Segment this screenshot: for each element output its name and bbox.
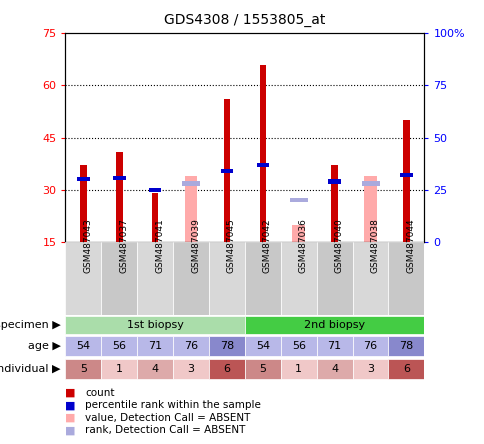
- Bar: [220, 169, 233, 173]
- Bar: [80, 166, 87, 242]
- Text: GSM487038: GSM487038: [370, 218, 379, 273]
- Text: 76: 76: [183, 341, 198, 351]
- Bar: [352, 359, 388, 378]
- Text: 5: 5: [259, 364, 266, 373]
- Bar: [388, 337, 424, 356]
- Bar: [331, 166, 337, 242]
- Text: specimen ▶: specimen ▶: [0, 320, 60, 330]
- Bar: [388, 359, 424, 378]
- Bar: [244, 337, 280, 356]
- Text: GDS4308 / 1553805_at: GDS4308 / 1553805_at: [164, 13, 325, 28]
- Text: ■: ■: [65, 413, 79, 423]
- Text: 78: 78: [219, 341, 234, 351]
- Bar: [137, 242, 173, 315]
- Text: 5: 5: [80, 364, 87, 373]
- Text: 4: 4: [151, 364, 158, 373]
- Bar: [149, 188, 161, 192]
- Text: ■: ■: [65, 388, 79, 398]
- Text: value, Detection Call = ABSENT: value, Detection Call = ABSENT: [85, 413, 250, 423]
- Bar: [402, 120, 409, 242]
- Text: 4: 4: [331, 364, 337, 373]
- Bar: [65, 316, 244, 334]
- Text: 6: 6: [402, 364, 409, 373]
- Text: rank, Detection Call = ABSENT: rank, Detection Call = ABSENT: [85, 425, 245, 435]
- Text: 76: 76: [363, 341, 377, 351]
- Text: 1: 1: [116, 364, 122, 373]
- Bar: [173, 359, 209, 378]
- Bar: [116, 151, 122, 242]
- Text: 3: 3: [366, 364, 373, 373]
- Bar: [316, 359, 352, 378]
- Bar: [259, 65, 266, 242]
- Text: GSM487043: GSM487043: [83, 218, 92, 273]
- Text: 71: 71: [327, 341, 341, 351]
- Bar: [137, 337, 173, 356]
- Bar: [316, 242, 352, 315]
- Bar: [363, 176, 376, 242]
- Text: 56: 56: [112, 341, 126, 351]
- Text: 54: 54: [76, 341, 91, 351]
- Bar: [101, 359, 137, 378]
- Bar: [182, 182, 200, 186]
- Bar: [77, 177, 90, 182]
- Text: GSM487042: GSM487042: [262, 218, 272, 273]
- Bar: [113, 176, 125, 180]
- Bar: [173, 337, 209, 356]
- Bar: [280, 359, 316, 378]
- Bar: [256, 163, 269, 167]
- Bar: [65, 359, 101, 378]
- Text: GSM487045: GSM487045: [227, 218, 236, 273]
- Text: 6: 6: [223, 364, 230, 373]
- Bar: [352, 242, 388, 315]
- Bar: [209, 242, 244, 315]
- Text: 54: 54: [255, 341, 270, 351]
- Text: 71: 71: [148, 341, 162, 351]
- Text: 1st biopsy: 1st biopsy: [126, 320, 183, 330]
- Bar: [361, 182, 378, 186]
- Bar: [292, 225, 304, 242]
- Bar: [223, 99, 230, 242]
- Bar: [101, 242, 137, 315]
- Bar: [244, 316, 424, 334]
- Bar: [244, 242, 280, 315]
- Text: ■: ■: [65, 400, 79, 410]
- Bar: [316, 337, 352, 356]
- Bar: [173, 242, 209, 315]
- Bar: [399, 173, 412, 177]
- Text: GSM487037: GSM487037: [119, 218, 128, 273]
- Text: GSM487040: GSM487040: [334, 218, 343, 273]
- Text: 1: 1: [295, 364, 302, 373]
- Text: GSM487044: GSM487044: [406, 218, 415, 273]
- Bar: [280, 242, 316, 315]
- Text: GSM487041: GSM487041: [155, 218, 164, 273]
- Bar: [328, 179, 340, 183]
- Bar: [101, 337, 137, 356]
- Bar: [388, 242, 424, 315]
- Bar: [280, 337, 316, 356]
- Bar: [289, 198, 307, 202]
- Text: 56: 56: [291, 341, 305, 351]
- Bar: [209, 359, 244, 378]
- Text: 78: 78: [398, 341, 413, 351]
- Text: individual ▶: individual ▶: [0, 364, 60, 373]
- Bar: [65, 242, 101, 315]
- Text: age ▶: age ▶: [28, 341, 60, 351]
- Text: 2nd biopsy: 2nd biopsy: [303, 320, 364, 330]
- Bar: [352, 337, 388, 356]
- Text: 3: 3: [187, 364, 194, 373]
- Bar: [244, 359, 280, 378]
- Text: ■: ■: [65, 425, 79, 435]
- Bar: [65, 337, 101, 356]
- Text: count: count: [85, 388, 114, 398]
- Bar: [184, 176, 197, 242]
- Bar: [151, 193, 158, 242]
- Bar: [137, 359, 173, 378]
- Text: percentile rank within the sample: percentile rank within the sample: [85, 400, 260, 410]
- Text: GSM487036: GSM487036: [298, 218, 307, 273]
- Bar: [209, 337, 244, 356]
- Text: GSM487039: GSM487039: [191, 218, 200, 273]
